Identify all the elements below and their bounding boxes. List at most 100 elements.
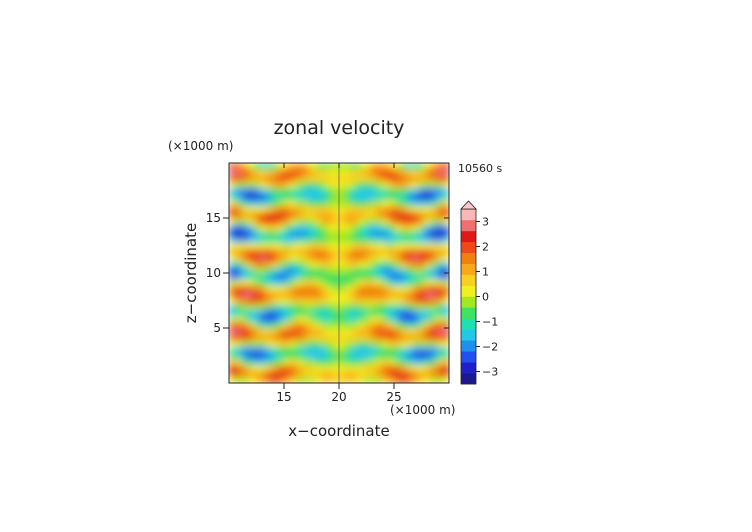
field-cell (430, 163, 438, 170)
field-cell (314, 163, 322, 170)
field-cell (351, 254, 358, 262)
field-cell (271, 309, 279, 317)
field-cell (326, 321, 334, 329)
field-cell (326, 376, 334, 383)
field-cell (412, 321, 420, 329)
chart-title: zonal velocity (274, 117, 405, 139)
field-cell (235, 199, 242, 207)
field-cell (363, 285, 371, 292)
field-cell (400, 163, 407, 170)
field-cell (277, 163, 285, 170)
field-cell (357, 163, 365, 170)
field-cell (326, 169, 334, 176)
field-cell (381, 199, 389, 207)
field-cell (345, 175, 352, 182)
field-cell (265, 254, 273, 262)
field-cell (314, 285, 322, 292)
x-tick-label: 20 (331, 390, 346, 404)
field-cell (302, 248, 310, 256)
field-cell (314, 242, 322, 250)
field-cell (442, 279, 449, 286)
field-cell (302, 358, 310, 366)
field-cell (235, 193, 242, 201)
field-cell (394, 303, 401, 311)
field-cell (442, 248, 449, 256)
field-cell (320, 321, 328, 329)
field-cell (320, 193, 328, 201)
field-cell (442, 242, 449, 250)
field-cell (412, 236, 420, 244)
field-cell (418, 169, 426, 176)
field-cell (302, 193, 310, 201)
field-cell (394, 236, 401, 244)
field-cell (296, 260, 303, 268)
field-cell (387, 175, 395, 182)
field-cell (241, 181, 248, 189)
colorbar-swatch (461, 340, 476, 352)
field-cell (381, 346, 389, 354)
field-cell (357, 303, 365, 311)
field-cell (406, 242, 413, 250)
field-cell (241, 193, 248, 201)
field-cell (308, 242, 316, 250)
colorbar-tick-label: 2 (482, 241, 489, 254)
field-cell (394, 273, 401, 280)
field-cell (400, 303, 407, 311)
field-cell (442, 211, 449, 219)
field-cell (375, 205, 383, 213)
field-cell (424, 242, 432, 250)
field-cell (229, 358, 236, 366)
field-cell (271, 376, 279, 383)
field-cell (387, 242, 395, 250)
field-cell (394, 352, 401, 360)
field-cell (394, 297, 401, 305)
field-cell (345, 346, 352, 354)
field-cell (308, 187, 316, 195)
field-cell (375, 230, 383, 237)
field-cell (284, 370, 291, 378)
field-cell (290, 236, 297, 244)
field-cell (277, 230, 285, 237)
field-cell (418, 224, 426, 231)
field-cell (259, 364, 267, 372)
field-cell (436, 254, 444, 262)
field-cell (394, 328, 401, 335)
field-cell (265, 328, 273, 335)
field-cell (436, 248, 444, 256)
field-cell (320, 242, 328, 250)
colorbar-swatch (461, 209, 476, 221)
field-cell (320, 205, 328, 213)
field-cell (284, 273, 291, 280)
field-cell (375, 285, 383, 292)
field-cell (406, 358, 413, 366)
field-cell (375, 187, 383, 195)
field-cell (394, 230, 401, 237)
field-cell (241, 254, 248, 262)
field-cell (308, 352, 316, 360)
field-cell (400, 352, 407, 360)
field-cell (229, 266, 236, 274)
field-cell (430, 285, 438, 292)
field-cell (247, 175, 255, 182)
field-cell (247, 370, 255, 378)
field-cell (357, 364, 365, 372)
field-cell (418, 370, 426, 378)
field-cell (290, 321, 297, 329)
field-cell (345, 285, 352, 292)
field-cell (363, 321, 371, 329)
field-cell (339, 340, 346, 347)
field-cell (277, 303, 285, 311)
velocity-field (229, 163, 449, 383)
field-cell (394, 364, 401, 372)
field-cell (229, 346, 236, 354)
field-cell (412, 273, 420, 280)
field-cell (308, 266, 316, 274)
field-cell (296, 370, 303, 378)
field-cell (418, 297, 426, 305)
field-cell (253, 352, 261, 360)
field-cell (369, 163, 377, 170)
field-cell (387, 346, 395, 354)
field-cell (369, 376, 377, 383)
field-cell (400, 358, 407, 366)
field-cell (345, 248, 352, 256)
